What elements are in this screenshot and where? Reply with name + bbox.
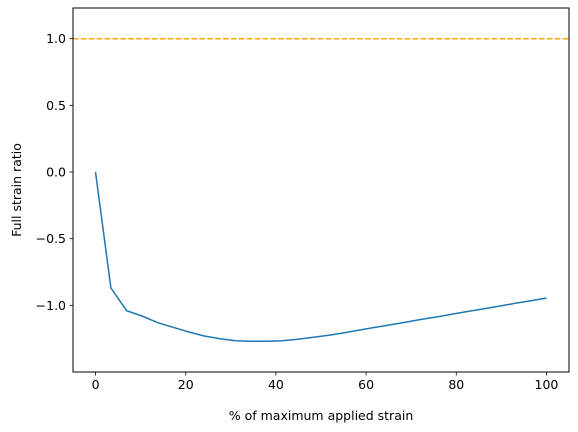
x-tick-label: 20: [178, 377, 194, 392]
y-tick-label: 0.0: [46, 165, 66, 180]
y-tick-label: 0.5: [46, 98, 66, 113]
x-tick-label: 0: [92, 377, 100, 392]
y-tick-label: −0.5: [36, 231, 66, 246]
x-axis-label: % of maximum applied strain: [229, 408, 414, 423]
x-tick-label: 40: [268, 377, 284, 392]
y-axis-label: Full strain ratio: [9, 143, 24, 237]
x-tick-label: 80: [448, 377, 464, 392]
y-tick-label: 1.0: [46, 31, 66, 46]
y-tick-label: −1.0: [36, 298, 66, 313]
x-tick-label: 60: [358, 377, 374, 392]
x-tick-label: 100: [535, 377, 559, 392]
